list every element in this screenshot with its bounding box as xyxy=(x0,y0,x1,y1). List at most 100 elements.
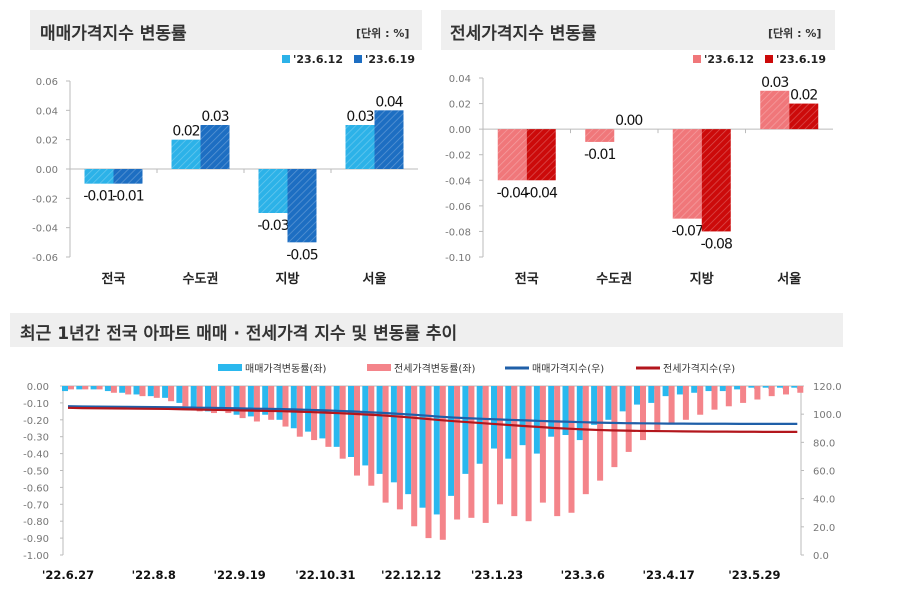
sale-change-bar xyxy=(290,386,297,429)
x-tick-label: '23.5.29 xyxy=(728,568,780,582)
sale-change-bar xyxy=(133,386,140,395)
sale-chart-title-band xyxy=(30,10,422,50)
jeonse-change-bar xyxy=(253,386,260,422)
sale-change-bar xyxy=(162,386,169,398)
x-tick-label: '22.10.31 xyxy=(295,568,355,582)
sale-change-bar xyxy=(777,386,783,388)
left-y-tick-label: 0.00 xyxy=(27,382,49,393)
left-y-tick-label: -0.90 xyxy=(23,534,49,545)
jeonse-change-bar xyxy=(354,386,360,476)
jeonse-change-bar xyxy=(582,386,589,495)
jeonse-change-bar xyxy=(439,386,446,540)
jeonse-change-bar xyxy=(783,386,789,395)
y-tick-label: -0.04 xyxy=(32,224,58,235)
jeonse-change-bar xyxy=(68,386,74,390)
jeonse-change-bar xyxy=(611,386,618,468)
sale-change-bar xyxy=(276,386,283,420)
bar-hatch xyxy=(526,129,556,181)
jeonse-change-bar xyxy=(554,386,561,517)
sale-change-bar xyxy=(448,386,455,496)
jeonse-change-bar xyxy=(325,386,332,447)
data-label: -0.01 xyxy=(584,147,615,163)
sale-change-bar xyxy=(247,386,254,417)
jeonse-change-bar xyxy=(511,386,518,517)
legend-swatch xyxy=(218,364,242,371)
bar-hatch xyxy=(171,139,201,169)
legend-label: '23.6.12 xyxy=(293,53,343,66)
bar-hatch xyxy=(701,129,731,232)
y-tick-label: -0.06 xyxy=(32,253,58,264)
legend-swatch xyxy=(354,55,362,63)
jeonse-change-bar xyxy=(568,386,575,513)
bar-hatch xyxy=(789,103,819,130)
sale-change-bar xyxy=(691,386,698,393)
sale-change-bar xyxy=(219,386,226,410)
data-label: 0.03 xyxy=(201,109,228,125)
data-label: 0.03 xyxy=(346,109,373,125)
left-y-tick-label: -0.40 xyxy=(23,450,49,461)
jeonse-change-bar xyxy=(482,386,489,523)
bar-hatch xyxy=(672,129,702,219)
x-category-label: 수도권 xyxy=(596,272,632,287)
legend-swatch xyxy=(765,55,773,63)
jeonse-change-bar xyxy=(640,386,646,441)
y-tick-label: 0.02 xyxy=(36,136,58,147)
jeonse-change-bar xyxy=(768,386,775,397)
sale-change-bar xyxy=(205,386,211,412)
sale-change-bar xyxy=(791,386,798,388)
sale-change-bar xyxy=(119,386,126,393)
data-label: 0.03 xyxy=(761,75,788,91)
x-tick-label: '23.4.17 xyxy=(642,568,694,582)
jeonse-change-bar xyxy=(797,386,804,393)
sale-change-bar xyxy=(476,386,483,464)
jeonse-change-bar xyxy=(368,386,375,486)
y-tick-label: -0.10 xyxy=(445,253,471,264)
jeonse-change-bar xyxy=(525,386,532,522)
x-tick-label: '23.3.6 xyxy=(561,568,605,582)
data-label: -0.03 xyxy=(257,218,288,234)
jeonse-change-bar xyxy=(711,386,718,410)
left-y-tick-label: -1.00 xyxy=(23,551,49,562)
sale-change-bar xyxy=(576,386,583,441)
jeonse-change-bar xyxy=(411,386,418,527)
jeonse-change-bar xyxy=(668,386,675,424)
x-tick-label: '23.1.23 xyxy=(471,568,523,582)
jeonse-change-bar xyxy=(382,386,389,503)
left-y-tick-label: -0.30 xyxy=(23,433,49,444)
sale-chart-title: 매매가격지수 변동률 xyxy=(40,24,187,44)
jeonse-change-bar xyxy=(654,386,661,430)
right-y-tick-label: 0.0 xyxy=(813,551,829,562)
sale-change-bar xyxy=(333,386,340,447)
jeonse-change-bar xyxy=(339,386,346,459)
sale-change-bar xyxy=(262,386,269,415)
sale-change-bar xyxy=(419,386,426,508)
jeonse-change-bar xyxy=(196,386,203,412)
y-tick-label: -0.06 xyxy=(445,202,471,213)
sale-change-bar xyxy=(390,386,397,483)
jeonse-change-bar xyxy=(754,386,761,400)
data-label: -0.01 xyxy=(112,189,143,205)
y-tick-label: 0.04 xyxy=(449,74,471,85)
x-category-label: 서울 xyxy=(777,271,801,287)
sale-change-bar xyxy=(676,386,683,395)
right-y-tick-label: 80.0 xyxy=(813,438,835,449)
data-label: -0.04 xyxy=(526,185,558,201)
sale-index-line xyxy=(67,405,798,425)
sale-change-bar xyxy=(362,386,369,466)
jeonse-change-bar xyxy=(239,386,246,419)
jeonse-change-bar xyxy=(139,386,146,397)
left-y-tick-label: -0.60 xyxy=(23,483,49,494)
x-category-label: 서울 xyxy=(363,271,387,287)
x-category-label: 전국 xyxy=(515,271,539,287)
jeonse-change-bar xyxy=(740,386,747,403)
jeonse-change-bar xyxy=(697,386,704,415)
data-label: 0.02 xyxy=(172,124,199,140)
left-y-tick-label: -0.80 xyxy=(23,517,49,528)
left-y-tick-label: -0.50 xyxy=(23,467,49,478)
y-tick-label: -0.02 xyxy=(32,194,58,205)
bar-hatch xyxy=(113,169,143,184)
sale-change-bar xyxy=(648,386,655,403)
bar-hatch xyxy=(200,125,230,169)
sale-change-bar xyxy=(605,386,612,420)
